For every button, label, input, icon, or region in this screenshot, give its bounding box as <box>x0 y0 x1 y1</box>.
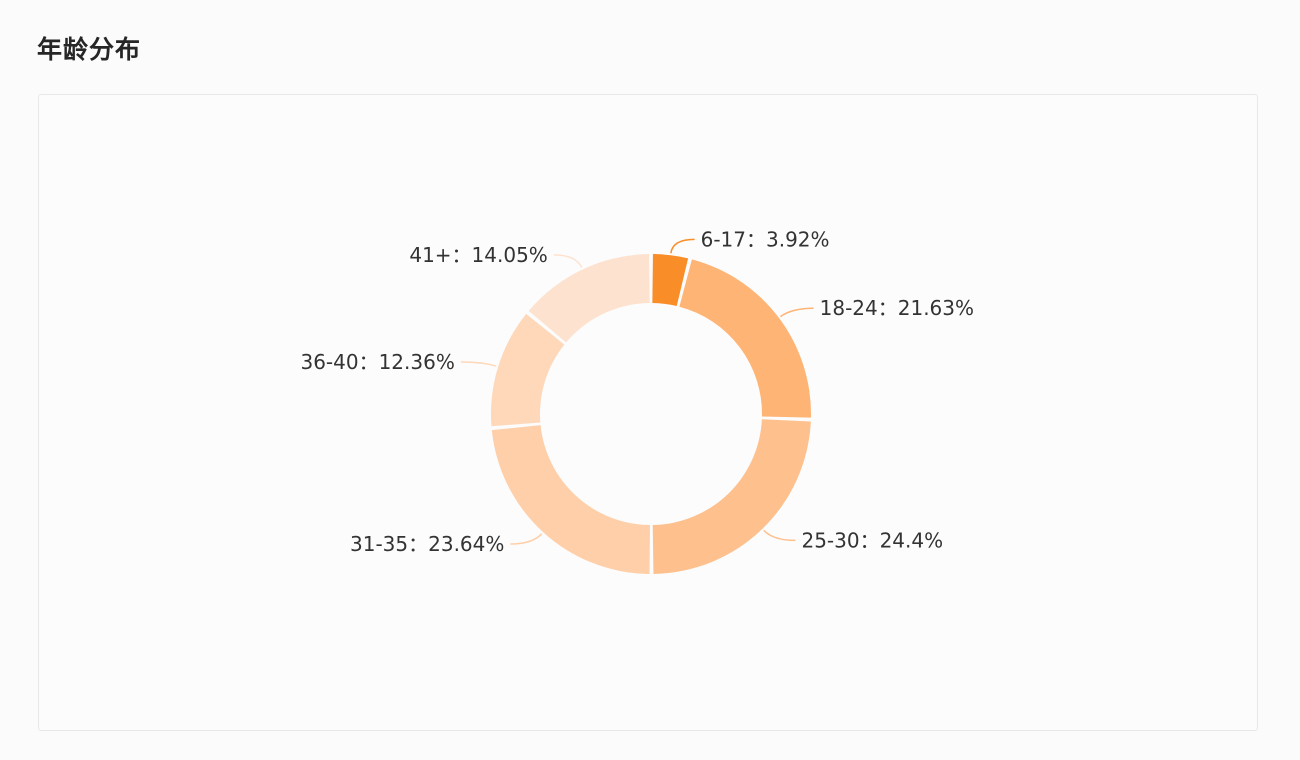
slice-label-36-40: 36-40：12.36% <box>300 350 454 374</box>
leader-line-6-17 <box>670 238 695 254</box>
donut-slice-18-24[interactable] <box>679 259 811 418</box>
donut-slice-36-40[interactable] <box>491 313 565 427</box>
page-title: 年龄分布 <box>37 35 142 64</box>
leader-line-25-30 <box>763 529 796 542</box>
leader-line-41+ <box>553 254 583 268</box>
slice-label-6-17: 6-17：3.92% <box>701 227 830 251</box>
leader-line-18-24 <box>780 307 814 318</box>
chart-panel: 6-17：3.92% 18-24：21.63% 25-30：24.4% 31-35：2… <box>38 94 1258 731</box>
slice-label-18-24: 18-24：21.63% <box>820 296 974 320</box>
slice-label-41+: 41+：14.05% <box>409 243 547 267</box>
slice-label-31-35: 31-35：23.64% <box>350 532 504 556</box>
slice-label-25-30: 25-30：24.4% <box>801 528 943 552</box>
donut-slice-41+[interactable] <box>528 254 650 343</box>
leader-line-36-40 <box>460 361 497 367</box>
donut-slice-31-35[interactable] <box>491 425 650 574</box>
leader-line-31-35 <box>510 533 543 545</box>
donut-slice-25-30[interactable] <box>652 419 811 574</box>
donut-slice-6-17[interactable] <box>652 254 689 307</box>
age-donut-chart: 6-17：3.92% 18-24：21.63% 25-30：24.4% 31-35：2… <box>300 227 974 574</box>
